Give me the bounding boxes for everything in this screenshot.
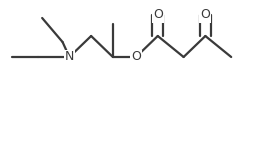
Text: O: O <box>131 51 141 63</box>
Text: O: O <box>153 9 163 21</box>
Text: N: N <box>65 51 74 63</box>
Text: O: O <box>200 9 210 21</box>
